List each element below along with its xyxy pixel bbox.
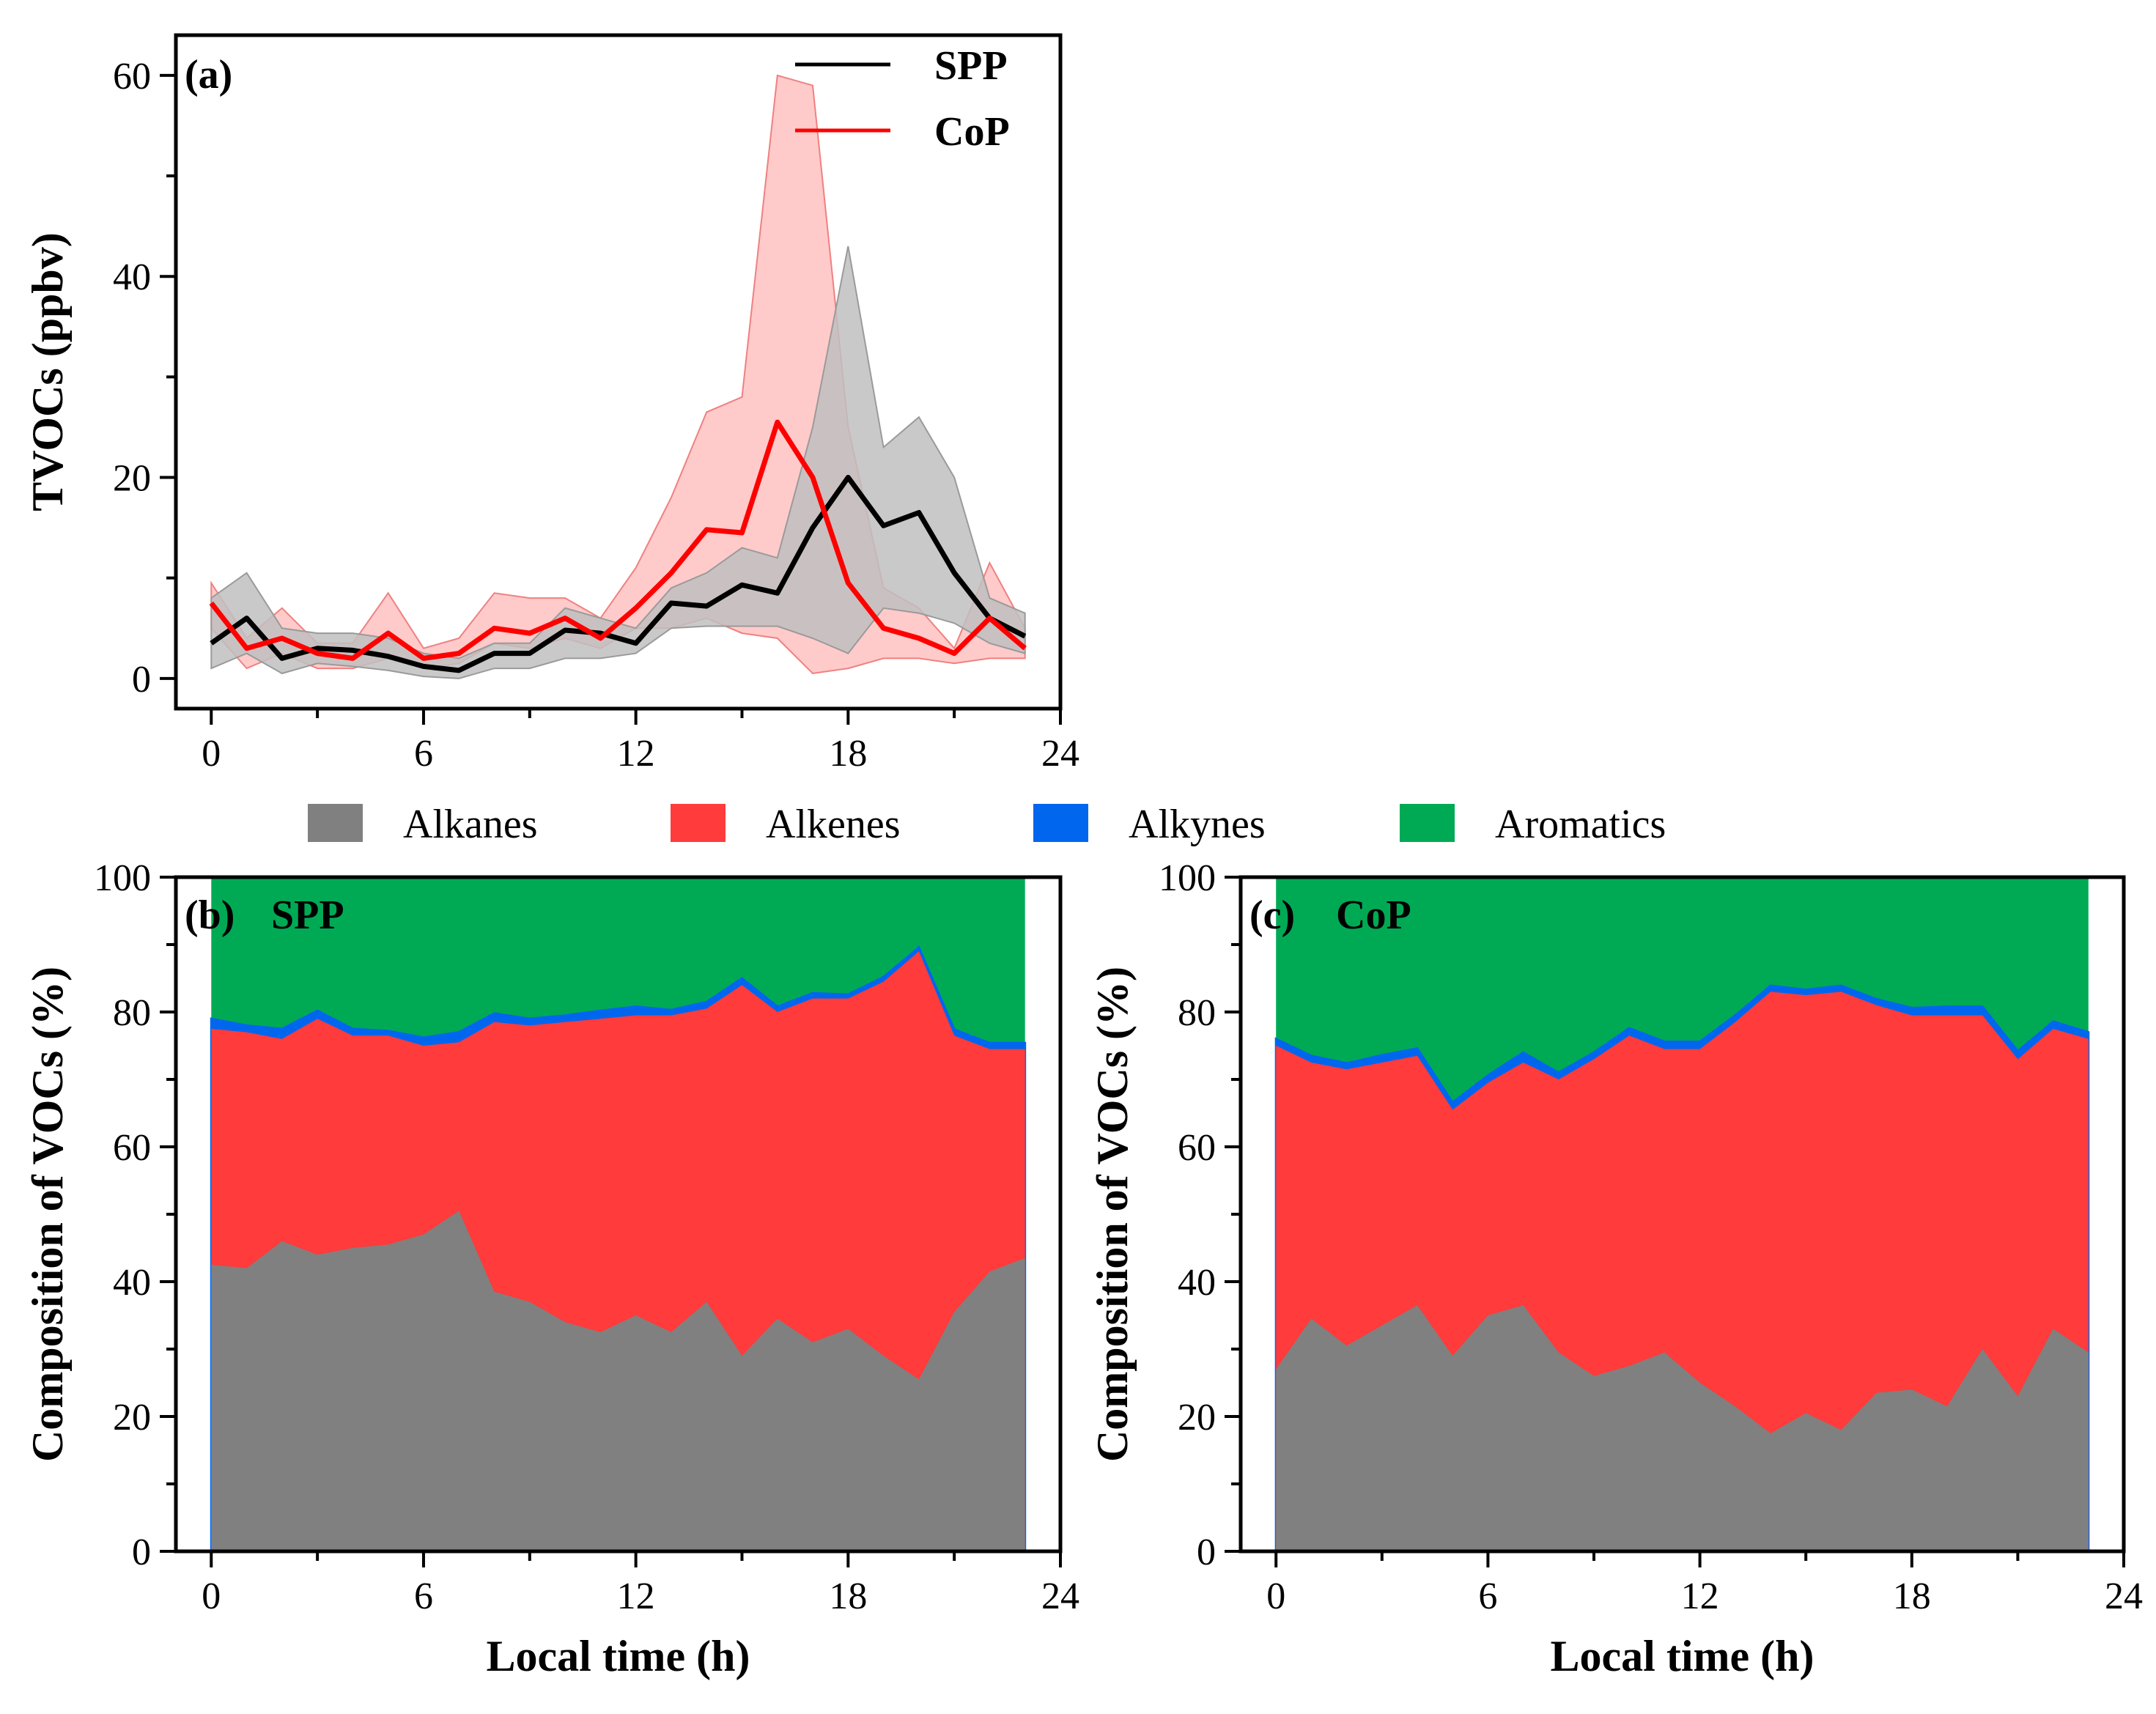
y-tick-label-b-60: 60 bbox=[113, 1127, 151, 1169]
y-tick-label-a-0: 0 bbox=[132, 659, 151, 701]
y-tick-label-c-20: 20 bbox=[1178, 1397, 1216, 1438]
band-spp bbox=[210, 245, 1026, 679]
x-tick-label-a-12: 12 bbox=[617, 733, 655, 775]
panel-c-label: (c) bbox=[1249, 893, 1295, 938]
x-tick-label-c-18: 18 bbox=[1893, 1576, 1931, 1617]
y-tick-label-c-40: 40 bbox=[1178, 1262, 1216, 1304]
y-axis-label-c: Composition of VOCs (%) bbox=[1088, 967, 1137, 1462]
legend-label-alkenes: Alkenes bbox=[766, 802, 901, 847]
x-tick-label-b-24: 24 bbox=[1041, 1576, 1079, 1617]
panel-a-tvocs-chart: 0 6 12 18 24 0 20 40 60 TVOCs (ppbv) (a) SPP CoP bbox=[23, 33, 1079, 775]
y-tick-label-a-40: 40 bbox=[113, 256, 151, 298]
legend-label-alkynes: Alkynes bbox=[1129, 802, 1266, 847]
panel-c-title: CoP bbox=[1336, 893, 1411, 938]
y-tick-label-b-100: 100 bbox=[94, 857, 151, 899]
x-tick-label-b-0: 0 bbox=[202, 1576, 221, 1617]
x-tick-label-a-0: 0 bbox=[202, 733, 221, 775]
y-tick-label-b-0: 0 bbox=[132, 1532, 151, 1573]
composition-legend: Alkanes Alkenes Alkynes Aromatics bbox=[308, 802, 1666, 847]
panel-b-spp-composition: 0 6 12 18 24 0 20 40 60 80 100 Composition of VOCs … bbox=[23, 857, 1079, 1680]
x-tick-label-b-12: 12 bbox=[617, 1576, 655, 1617]
y-tick-label-c-100: 100 bbox=[1159, 857, 1216, 899]
series-line-cop bbox=[209, 419, 1027, 661]
panel-a-label: (a) bbox=[185, 52, 232, 97]
legend-swatch-aromatics bbox=[1400, 804, 1455, 842]
y-tick-label-b-20: 20 bbox=[113, 1397, 151, 1438]
area-alkanes-b bbox=[211, 1211, 1025, 1551]
x-tick-label-c-6: 6 bbox=[1478, 1576, 1497, 1617]
x-axis-label-b: Local time (h) bbox=[487, 1632, 750, 1680]
y-tick-label-b-80: 80 bbox=[113, 992, 151, 1034]
legend-label-aromatics: Aromatics bbox=[1495, 802, 1666, 847]
y-tick-label-c-60: 60 bbox=[1178, 1127, 1216, 1169]
area-alkanes-c bbox=[1276, 1305, 2089, 1551]
panel-b-label: (b) bbox=[185, 893, 235, 938]
legend-label-alkanes: Alkanes bbox=[403, 802, 538, 847]
x-tick-label-c-0: 0 bbox=[1266, 1576, 1285, 1617]
legend-swatch-alkenes bbox=[671, 804, 726, 842]
x-tick-label-a-18: 18 bbox=[829, 733, 867, 775]
x-tick-label-c-12: 12 bbox=[1681, 1576, 1719, 1617]
x-tick-label-b-18: 18 bbox=[829, 1576, 867, 1617]
y-tick-label-a-60: 60 bbox=[113, 56, 151, 97]
x-tick-label-c-24: 24 bbox=[2105, 1576, 2143, 1617]
plot-frame-a bbox=[174, 33, 1063, 711]
y-axis-label-b: Composition of VOCs (%) bbox=[23, 967, 72, 1462]
y-tick-label-a-20: 20 bbox=[113, 458, 151, 500]
panel-b-title: SPP bbox=[271, 893, 344, 938]
y-tick-label-c-80: 80 bbox=[1178, 992, 1216, 1034]
panel-c-cop-composition: 0 6 12 18 24 0 20 40 60 80 100 Composition of VOCs … bbox=[1088, 857, 2143, 1680]
x-tick-label-a-24: 24 bbox=[1041, 733, 1079, 775]
panel-a-legend: SPP CoP bbox=[795, 43, 1010, 155]
y-tick-label-b-40: 40 bbox=[113, 1262, 151, 1304]
x-tick-label-a-6: 6 bbox=[414, 733, 433, 775]
legend-label-spp: SPP bbox=[934, 43, 1008, 89]
series-line-spp bbox=[210, 475, 1027, 673]
y-axis-label-a: TVOCs (ppbv) bbox=[23, 232, 72, 511]
legend-swatch-alkynes bbox=[1033, 804, 1088, 842]
legend-label-cop: CoP bbox=[934, 109, 1010, 155]
x-axis-label-c: Local time (h) bbox=[1551, 1632, 1814, 1680]
y-tick-label-c-0: 0 bbox=[1197, 1532, 1216, 1573]
legend-swatch-alkanes bbox=[308, 804, 363, 842]
x-tick-label-b-6: 6 bbox=[414, 1576, 433, 1617]
